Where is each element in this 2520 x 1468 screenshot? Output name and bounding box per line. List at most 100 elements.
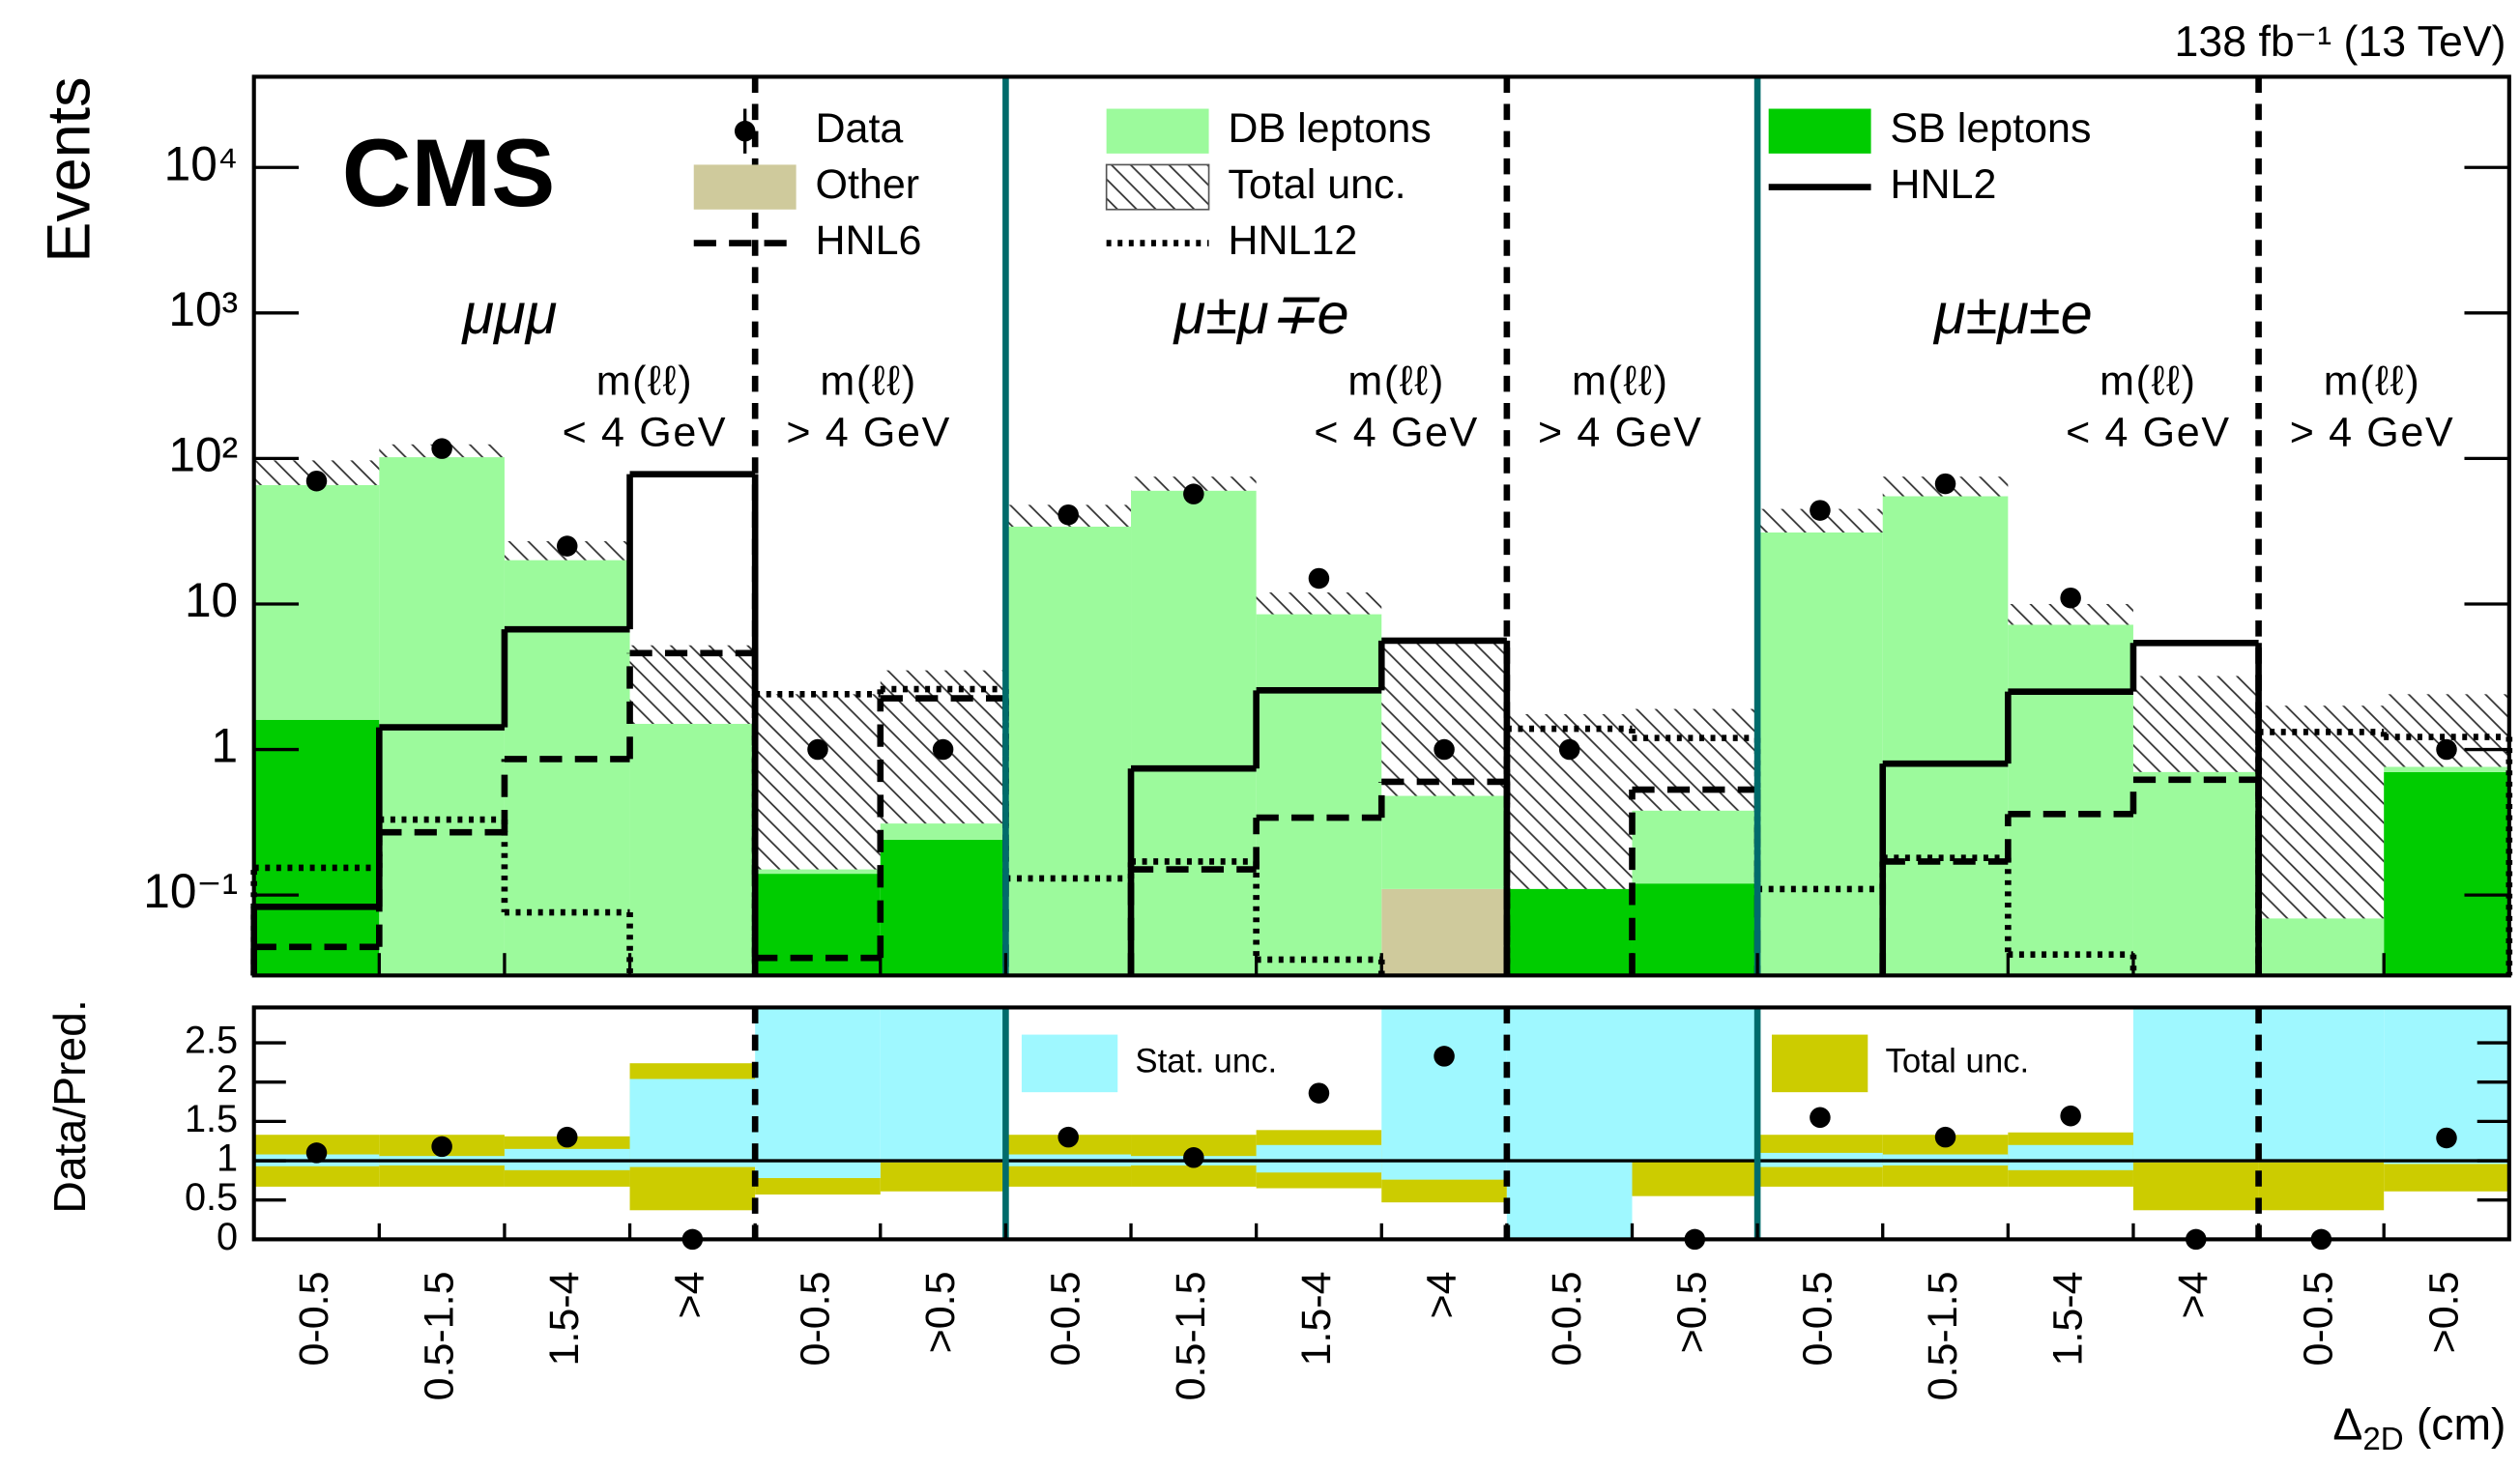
x-tick-label: 0.5-1.5 (1920, 1271, 1966, 1400)
ratio-band (2133, 1007, 2259, 1162)
ratio-band (1632, 1161, 1757, 1196)
x-tick-label: 0.5-1.5 (1168, 1271, 1214, 1400)
uncertainty-band (630, 646, 756, 724)
stack-bar (379, 457, 505, 975)
x-tick-label: 0.5-1.5 (416, 1271, 462, 1400)
legend-swatch (735, 121, 756, 142)
ratio-point (1057, 1127, 1079, 1148)
ratio-band (881, 1007, 1006, 1162)
y-tick-label: 10 (185, 573, 238, 627)
y-axis-title: Events (35, 76, 102, 262)
legend-label: DB leptons (1228, 105, 1431, 152)
x-tick-label: >0.5 (917, 1271, 964, 1353)
data-point (1057, 504, 1079, 526)
stack-bar (1883, 497, 2009, 976)
ratio-band (881, 1163, 1006, 1192)
ratio-y-tick-label: 1.5 (185, 1098, 238, 1140)
channel-label: μ±μ∓e (1173, 281, 1349, 346)
x-tick-label: 0-0.5 (792, 1271, 838, 1366)
ratio-point (1935, 1127, 1956, 1148)
stack-bar (1381, 796, 1507, 889)
legend-label: HNL6 (815, 217, 921, 264)
data-point (306, 471, 328, 492)
ratio-band (2259, 1163, 2385, 1211)
stack-bar (254, 720, 380, 976)
y-tick-label: 10⁻¹ (143, 864, 238, 918)
uncertainty-band (2259, 705, 2385, 918)
x-tick-label: >4 (1418, 1271, 1464, 1318)
ratio-y-tick-label: 2 (217, 1058, 238, 1101)
stack-bar (2259, 918, 2385, 975)
region-label: m(ℓℓ) (596, 358, 694, 404)
stack-bar (1257, 615, 1382, 976)
channel-label: μμμ (461, 281, 558, 346)
x-tick-label: >4 (667, 1271, 713, 1318)
data-point (1810, 500, 1831, 521)
chart: 138 fb⁻¹ (13 TeV) Events Data/Pred. Δ2D(… (0, 0, 2520, 1468)
legend-label: SB leptons (1890, 105, 2091, 152)
ratio-band (2259, 1007, 2385, 1162)
ratio-point (1434, 1046, 1455, 1067)
region-label: m(ℓℓ) (1347, 358, 1445, 404)
stack-bar (1131, 491, 1257, 976)
region-label: < 4 GeV (2066, 409, 2231, 455)
legend-swatch (1107, 109, 1209, 154)
x-tick-label: 1.5-4 (1293, 1271, 1340, 1366)
region-label: < 4 GeV (1314, 409, 1479, 455)
stack-bar (881, 840, 1006, 975)
ratio-point (1183, 1147, 1204, 1168)
ratio-point (1810, 1108, 1831, 1129)
x-tick-label: >0.5 (2420, 1271, 2467, 1353)
x-axis-title: Δ2D (cm) (2332, 1399, 2506, 1457)
stack-bar (2384, 766, 2509, 771)
ratio-band (1381, 1007, 1507, 1179)
y-tick-label: 10⁴ (164, 136, 239, 190)
ratio-point (431, 1137, 452, 1158)
x-axis-title-unit: (cm) (2417, 1399, 2506, 1450)
legend-label: Other (815, 161, 919, 208)
channel-label: μ±μ±e (1932, 281, 2093, 346)
ratio-point (557, 1127, 578, 1148)
stack-bar (1632, 883, 1757, 975)
stack-bar (1507, 889, 1633, 975)
x-tick-label: 1.5-4 (2045, 1271, 2092, 1366)
ratio-y-tick-label: 0 (217, 1216, 238, 1258)
page: CMS HNL displaced search {"chart_data": … (0, 0, 2520, 1468)
ratio-y-tick-label: 0.5 (185, 1176, 238, 1219)
stack-bar (1381, 889, 1507, 975)
y-tick-label: 1 (212, 719, 239, 773)
stack-bar (630, 724, 756, 975)
stack-bar (2384, 772, 2509, 975)
data-point (2436, 739, 2457, 761)
uncertainty-band (1381, 642, 1507, 795)
region-label: > 4 GeV (2290, 409, 2455, 455)
stack-bar (1005, 527, 1131, 975)
legend-label: HNL12 (1228, 217, 1357, 264)
x-axis-title-subscript: 2D (2362, 1422, 2403, 1457)
x-tick-label: 0-0.5 (2296, 1271, 2342, 1366)
uncertainty-band (1257, 592, 1382, 615)
data-point (1935, 474, 1956, 495)
y-tick-label: 10³ (168, 282, 238, 336)
legend-swatch (694, 164, 797, 209)
uncertainty-band (1632, 709, 1757, 811)
x-tick-label: >4 (2170, 1271, 2216, 1318)
ratio-band (1257, 1145, 1382, 1172)
data-point (2060, 588, 2081, 609)
ratio-band (2384, 1164, 2509, 1191)
ratio-legend-swatch (1022, 1035, 1117, 1093)
stack-bar (881, 823, 1006, 840)
data-point (1309, 568, 1330, 590)
data-point (1183, 483, 1204, 504)
x-tick-label: 0-0.5 (1043, 1271, 1089, 1366)
ratio-band (2008, 1145, 2133, 1170)
stack-bar (505, 561, 630, 976)
x-tick-label: >0.5 (1669, 1271, 1716, 1353)
x-axis-title-symbol: Δ (2332, 1399, 2362, 1450)
ratio-legend-swatch (1772, 1035, 1868, 1093)
ratio-point (2436, 1128, 2457, 1149)
ratio-band (755, 1007, 881, 1177)
region-label: > 4 GeV (1538, 409, 1703, 455)
stack-bar (1632, 811, 1757, 883)
ratio-legend-label: Stat. unc. (1135, 1044, 1277, 1080)
